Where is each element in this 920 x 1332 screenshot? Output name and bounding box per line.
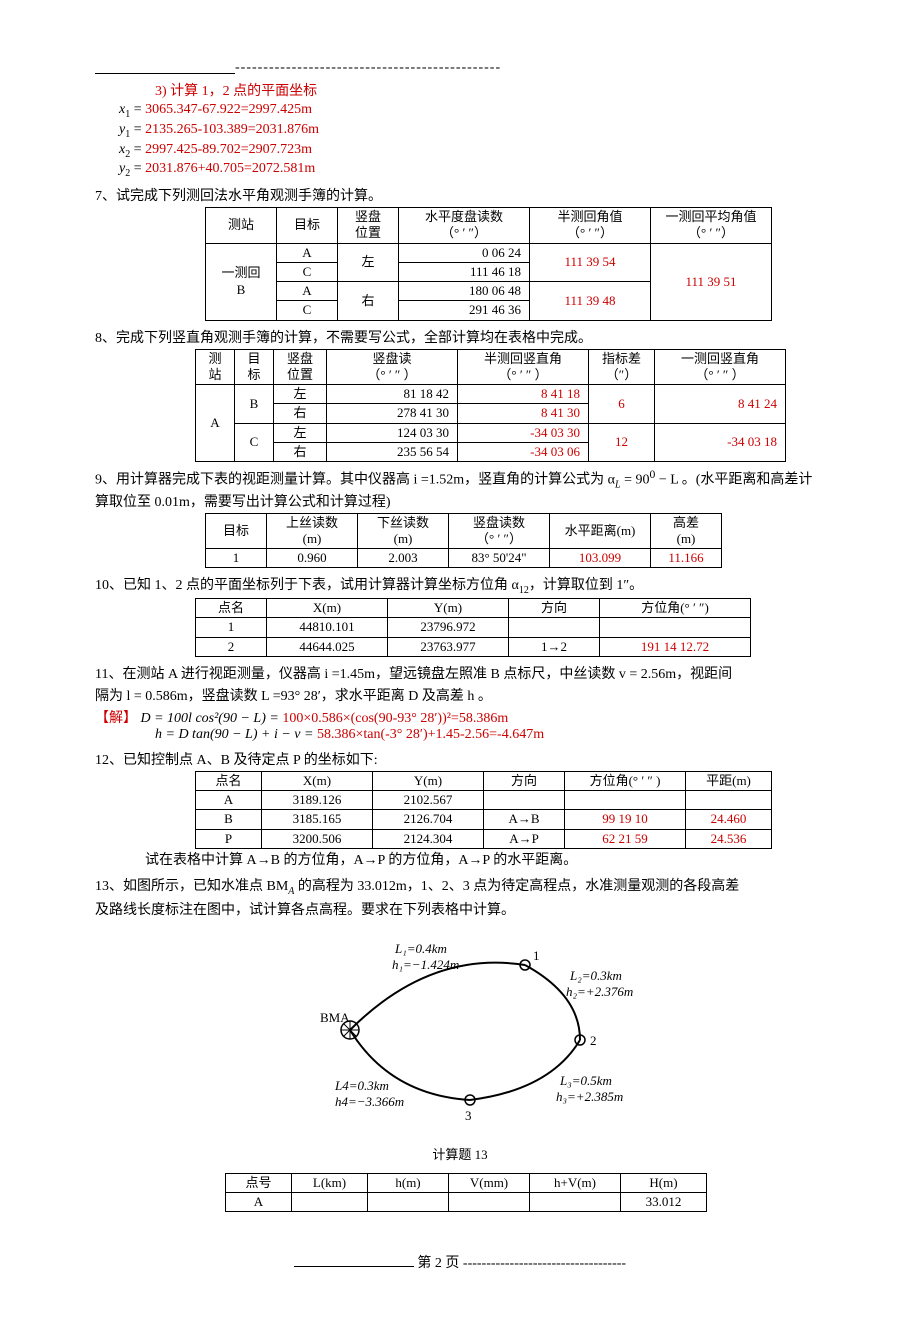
header-underline [95, 63, 235, 74]
p7-station: 一测回 B [206, 243, 277, 320]
svg-text:L₂=0.3km: L₂=0.3km [569, 968, 622, 983]
svg-text:BMA: BMA [320, 1010, 350, 1025]
p12-title: 12、已知控制点 A、B 及待定点 P 的坐标如下: [95, 749, 825, 769]
eq-y2: y2 = 2031.876+40.705=2072.581m [119, 161, 825, 179]
header-dashes: ----------------------------------------… [235, 60, 501, 76]
p11-solve-h: h = D tan(90 − L) + i − v = 58.386×tan(-… [155, 727, 825, 743]
eq-y1: y1 = 2135.265-103.389=2031.876m [119, 122, 825, 140]
p11-line2: 隔为 l = 0.586m，竖盘读数 L =93° 28′，求水平距离 D 及高… [95, 685, 825, 705]
svg-text:L₁=0.4km: L₁=0.4km [394, 941, 447, 956]
p13-diagram: BMA 1 2 3 L₁=0.4km h₁=−1.424m L₂=0.3km h… [280, 925, 640, 1140]
p8-table: 测 站 目 标 竖盘 位置 竖盘读 （° ′ ″ ） 半测回竖直角 （° ′ ″… [195, 349, 786, 463]
p7-h-avg: 一测回平均角值 （° ′ ″） [651, 208, 772, 244]
svg-text:3: 3 [465, 1108, 472, 1123]
p7-h-target: 目标 [277, 208, 338, 244]
p7-table: 测站 目标 竖盘 位置 水平度盘读数 （° ′ ″） 半测回角值 （° ′ ″）… [205, 207, 772, 321]
footer: 第 2 页 ----------------------------------… [95, 1252, 825, 1272]
p11-line1: 11、在测站 A 进行视距测量，仪器高 i =1.45m，望远镜盘左照准 B 点… [95, 663, 825, 683]
p7-title: 7、试完成下列测回法水平角观测手簿的计算。 [95, 185, 825, 205]
svg-text:h4=−3.366m: h4=−3.366m [335, 1094, 404, 1109]
p13-table: 点号 L(km) h(m) V(mm) h+V(m) H(m) A 33.012 [225, 1173, 707, 1213]
p12-note: 试在表格中计算 A→B 的方位角，A→P 的方位角，A→P 的水平距离。 [145, 849, 825, 869]
p11-solve-D: 【解】 D = 100l cos²(90 − L) = 100×0.586×(c… [95, 707, 825, 727]
page-number: 第 2 页 [417, 1256, 459, 1271]
p12-table: 点名 X(m) Y(m) 方向 方位角(° ′ ″ ) 平距(m) A 3189… [195, 771, 772, 849]
footer-dashes: ----------------------------------- [463, 1256, 626, 1271]
header-rule: ----------------------------------------… [95, 60, 825, 76]
svg-text:h₁=−1.424m: h₁=−1.424m [392, 957, 459, 972]
footer-underline [294, 1256, 414, 1267]
svg-text:h₃=+2.385m: h₃=+2.385m [556, 1089, 623, 1104]
p13-line1: 13、如图所示，已知水准点 BMA 的高程为 33.012m，1、2、3 点为待… [95, 875, 825, 897]
p7-h-station: 测站 [206, 208, 277, 244]
svg-text:L₃=0.5km: L₃=0.5km [559, 1073, 612, 1088]
eq-x1: x1 = 3065.347-67.922=2997.425m [119, 102, 825, 120]
p7-h-half: 半测回角值 （° ′ ″） [530, 208, 651, 244]
calc3-label: 3) 计算 1，2 点的平面坐标 [155, 80, 825, 100]
p10-title: 10、已知 1、2 点的平面坐标列于下表，试用计算器计算坐标方位角 α12，计算… [95, 574, 825, 596]
p7-h-read: 水平度盘读数 （° ′ ″） [399, 208, 530, 244]
p13-line3: 及路线长度标注在图中，试计算各点高程。要求在下列表格中计算。 [95, 899, 825, 919]
p9-table: 目标 上丝读数 (m) 下丝读数 (m) 竖盘读数 （° ′ ″） 水平距离(m… [205, 513, 722, 569]
p9-title: 9、用计算器完成下表的视距测量计算。其中仪器高 i =1.52m，竖直角的计算公… [95, 468, 825, 510]
svg-text:1: 1 [533, 948, 540, 963]
svg-text:L4=0.3km: L4=0.3km [334, 1078, 389, 1093]
svg-text:2: 2 [590, 1033, 597, 1048]
p10-table: 点名 X(m) Y(m) 方向 方位角(° ′ ″) 1 44810.101 2… [195, 598, 751, 657]
eq-x2: x2 = 2997.425-89.702=2907.723m [119, 142, 825, 160]
p13-caption: 计算题 13 [95, 1144, 825, 1163]
p8-title: 8、完成下列竖直角观测手簿的计算，不需要写公式，全部计算均在表格中完成。 [95, 327, 825, 347]
p7-h-pos: 竖盘 位置 [338, 208, 399, 244]
svg-text:h₂=+2.376m: h₂=+2.376m [566, 984, 633, 999]
